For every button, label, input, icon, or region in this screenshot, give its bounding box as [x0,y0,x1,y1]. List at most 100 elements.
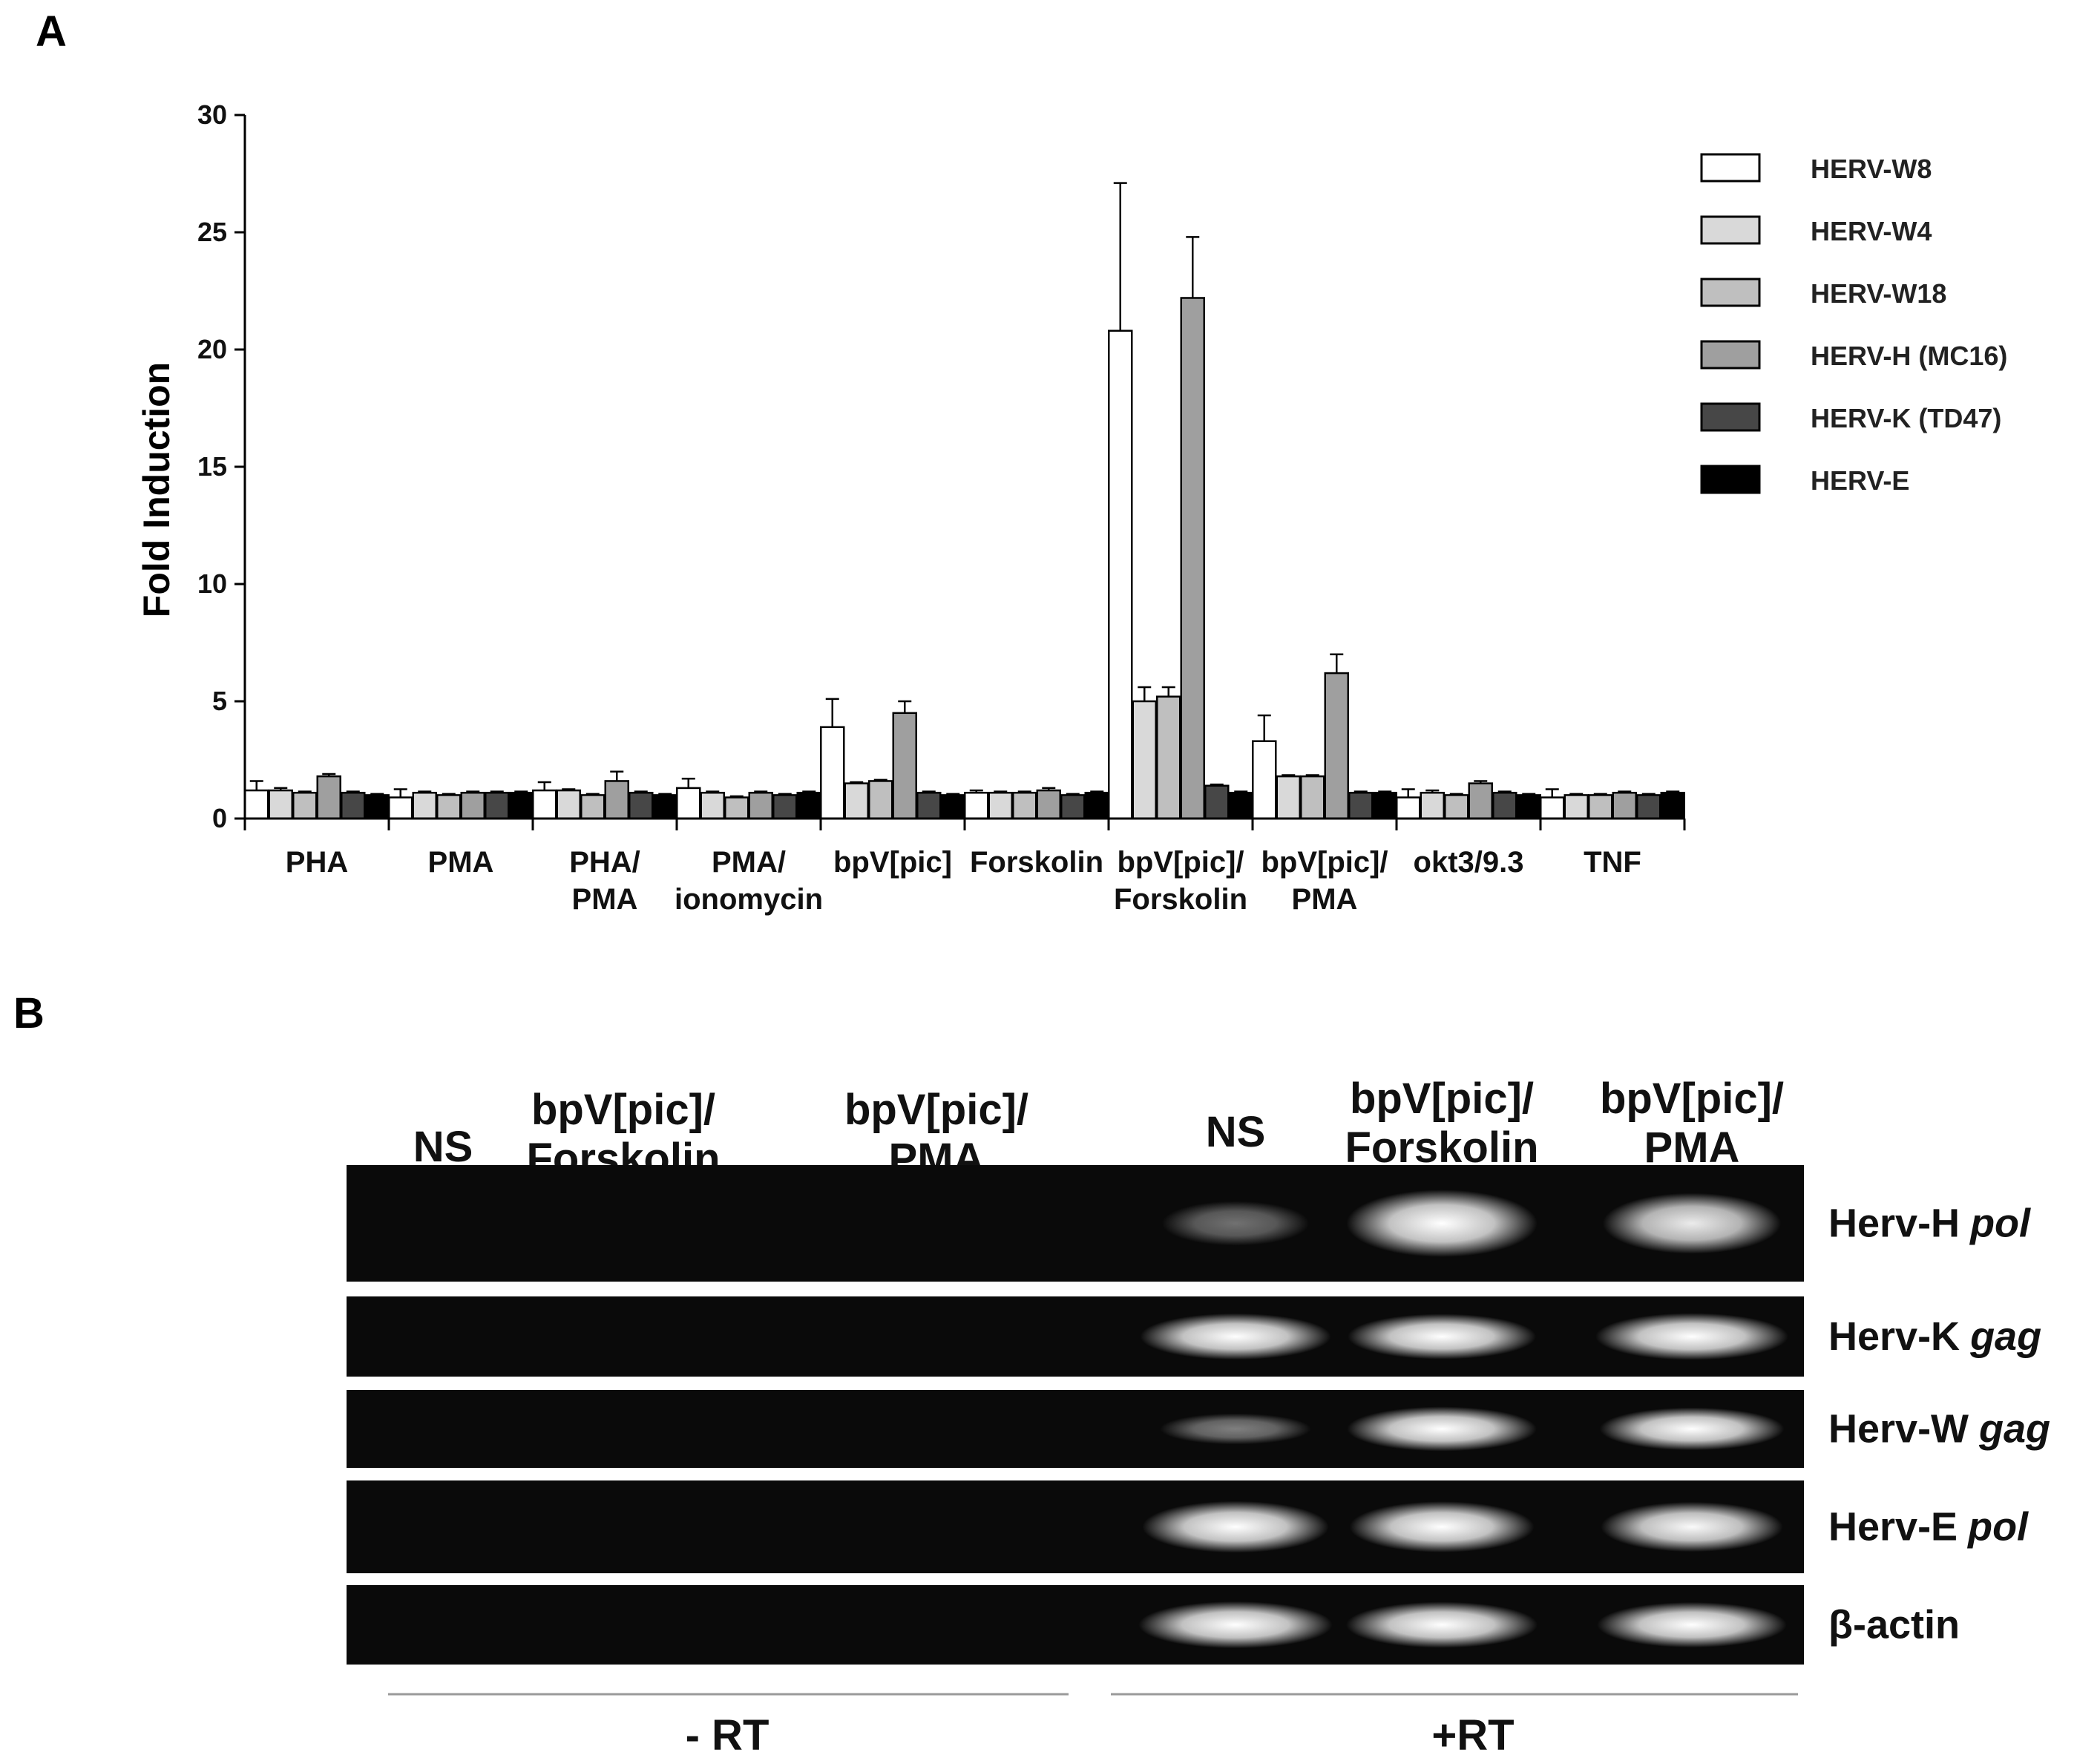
gel-row [347,1585,1804,1665]
x-axis: PHA PMA PHA/PMA PMA/ionomycin bpV[pic] Forsko… [243,817,1686,916]
bar [1372,791,1397,820]
bar [1492,791,1517,820]
bar [796,791,821,820]
bar [1660,791,1685,820]
bar [940,794,965,820]
gel-row [347,1480,1804,1573]
bar [748,791,773,820]
gel-row-background [347,1480,1804,1573]
bar [1228,791,1253,820]
bar [244,789,269,820]
bar [1396,796,1421,820]
bar [1252,740,1277,820]
legend-swatch [1700,278,1761,307]
y-tick-label: 0 [212,803,227,833]
bar [412,791,437,820]
gel-lane-label: bpV[pic]/Forskolin [1345,1075,1538,1172]
x-category-label: TNF [1584,846,1641,879]
legend-swatch [1700,402,1761,432]
x-category-label: okt3/9.3 [1414,846,1524,879]
legend-swatch [1700,153,1761,183]
bar [1636,794,1661,820]
rt-groups: - RT +RT [388,1693,1798,1760]
bar [580,794,606,820]
legend-label: HERV-H (MC16) [1811,341,2007,371]
bar [1060,794,1086,820]
gel-row-label: Herv-W gag [1828,1407,2050,1452]
gel-band [1602,1193,1782,1254]
gel-lane-label: bpV[pic]/PMA [1600,1075,1784,1172]
gel-band [1349,1501,1535,1552]
bar [341,791,366,820]
bar [485,791,510,820]
bar [508,791,534,820]
bar [772,794,798,820]
bar [1324,672,1349,820]
rt-group-label: - RT [686,1711,770,1760]
gel-band [1138,1601,1333,1649]
gel-band [1595,1313,1788,1360]
bar [1348,791,1374,820]
bar [1276,775,1301,820]
bar [1588,794,1613,820]
panel-b-label: B [13,989,45,1037]
y-axis-label: Fold Induction [136,362,177,617]
bar [268,789,293,820]
gel-band [1597,1601,1787,1648]
legend-swatch [1700,340,1761,370]
gel-row-background [347,1390,1804,1468]
bar [1420,791,1445,820]
y-axis: 0 5 10 15 20 25 30 [197,99,246,833]
gel-rows [347,1165,1804,1665]
bar [1132,700,1157,820]
gel-band [1161,1201,1310,1246]
bar [1563,794,1589,820]
legend-label: HERV-W4 [1811,216,1932,246]
gel-row-label: Herv-K gag [1828,1314,2041,1359]
gel-band [1142,1501,1329,1553]
bar [364,794,390,820]
legend-swatch [1700,465,1761,494]
rt-group-label: +RT [1431,1711,1514,1760]
bar [1612,791,1637,820]
gel-row-label: Herv-E pol [1828,1505,2029,1550]
bar [1516,794,1541,820]
gel-row [347,1165,1804,1282]
bar [532,789,557,820]
bar [388,796,413,820]
x-category-label: Forskolin [970,846,1103,879]
x-category-label: PHA/PMA [569,846,640,916]
y-tick-label: 25 [197,217,227,247]
legend-swatch [1700,215,1761,245]
gel-lane-label: NS [413,1123,473,1171]
x-category-label: PMA/ionomycin [675,846,823,916]
legend-label: HERV-W18 [1811,278,1946,309]
bar [1156,695,1181,820]
x-category-label: bpV[pic] [833,846,952,879]
y-tick-label: 5 [212,686,227,716]
bar [676,787,701,820]
gel-band [1348,1314,1536,1360]
bar [1036,789,1061,820]
x-category-label: PMA [428,846,494,879]
bar [844,782,869,820]
bar [820,726,845,820]
gel-row-label: Herv-H pol [1828,1201,2031,1246]
bar [460,791,485,820]
legend: HERV-W8 HERV-W4 HERV-W18 HERV-H (MC16) HERV-… [1700,153,2007,496]
legend-label: HERV-W8 [1811,154,1932,184]
y-tick-label: 10 [197,568,227,599]
legend-label: HERV-E [1811,465,1909,496]
gel-image: NSbpV[pic]/ForskolinbpV[pic]/PMANSbpV[pi… [347,1075,2050,1760]
gel-row-labels: Herv-H pol Herv-K gag Herv-W gag Herv-E pol β-ac… [1828,1201,2050,1647]
bar [700,791,725,820]
bar [652,794,677,820]
y-tick-label: 30 [197,99,227,130]
gel-row-label: β-actin [1828,1603,1960,1647]
bar [1540,796,1565,820]
bar [292,791,318,820]
bar [916,791,942,820]
gel-row-background [347,1585,1804,1665]
legend-label: HERV-K (TD47) [1811,403,2001,433]
